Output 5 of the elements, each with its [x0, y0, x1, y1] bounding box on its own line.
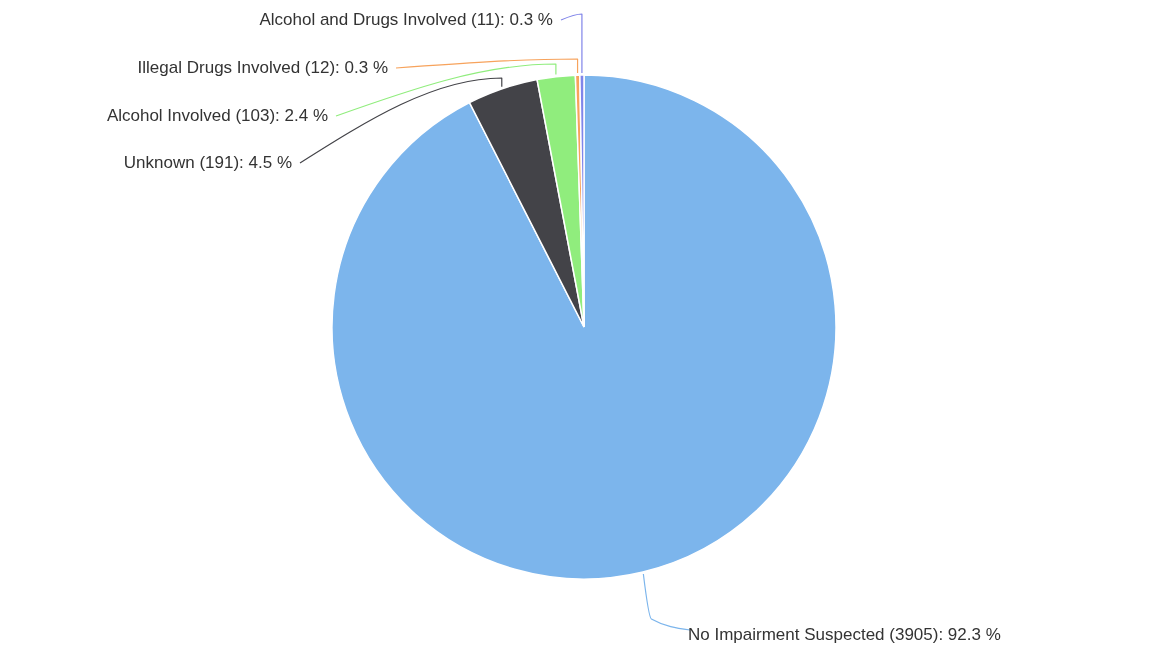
- slice-label: No Impairment Suspected (3905): 92.3 %: [688, 625, 1001, 644]
- slice-label: Illegal Drugs Involved (12): 0.3 %: [137, 58, 388, 77]
- slice-label: Unknown (191): 4.5 %: [123, 153, 292, 172]
- slice-label: Alcohol Involved (103): 2.4 %: [106, 106, 328, 125]
- slice-label: Alcohol and Drugs Involved (11): 0.3 %: [259, 10, 553, 29]
